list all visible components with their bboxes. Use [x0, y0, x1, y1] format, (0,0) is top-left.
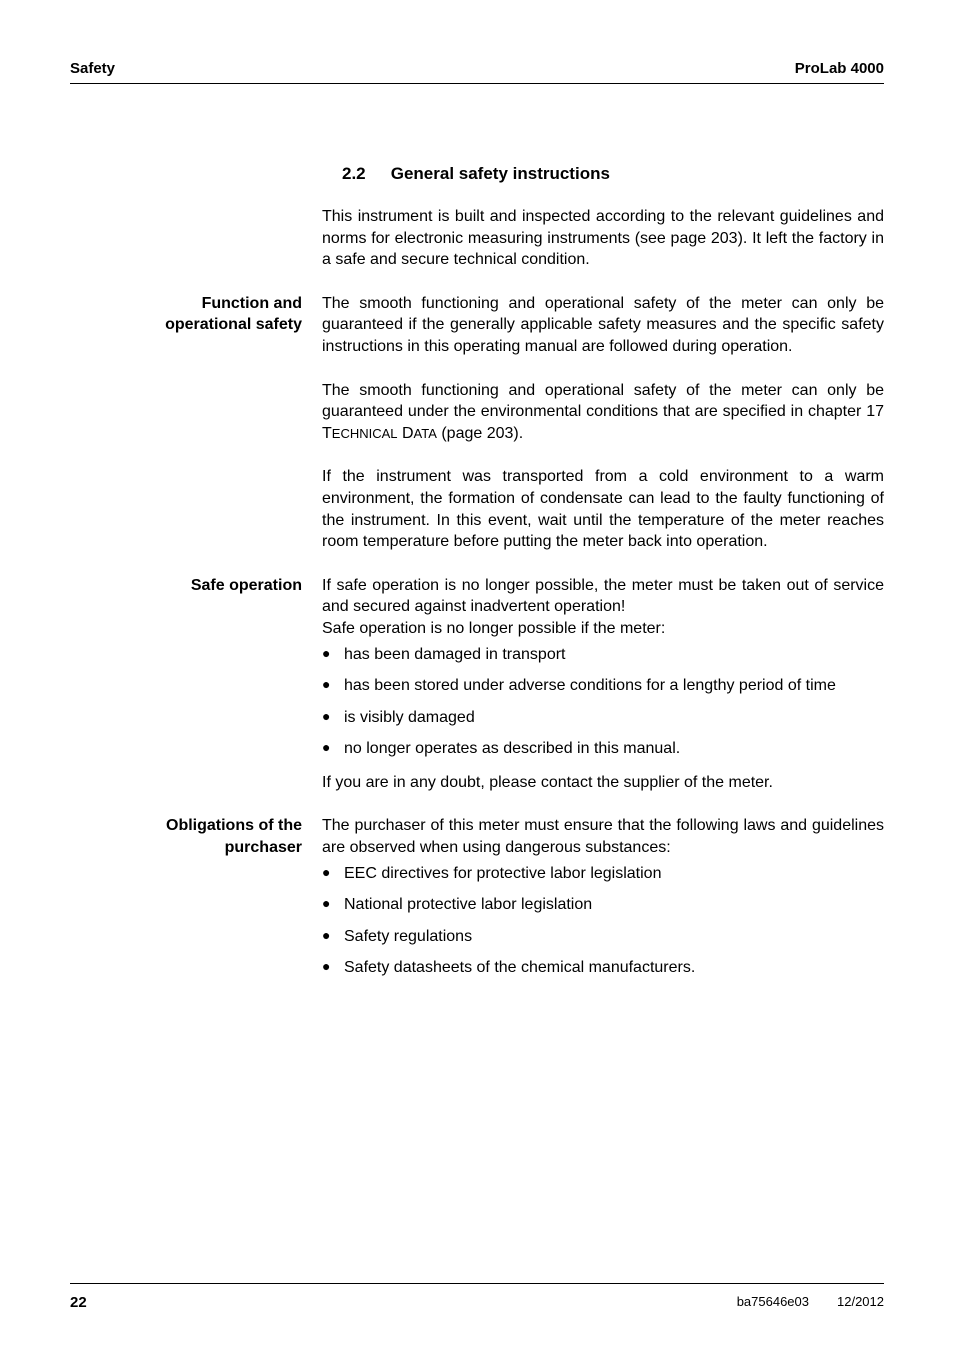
header-right: ProLab 4000 [795, 60, 884, 77]
fs-label-1: Function and [202, 295, 302, 312]
fs-p2-sc2: ATA [414, 426, 437, 441]
safe-op-p2: If you are in any doubt, please contact … [322, 772, 884, 794]
obligations-p1: The purchaser of this meter must ensure … [322, 815, 884, 858]
safe-op-label: Safe operation [70, 575, 322, 597]
list-item: National protective labor legislation [322, 894, 884, 916]
fs-p2-mid: D [398, 425, 414, 442]
footer-doc: ba75646e03 [737, 1294, 809, 1311]
fs-label-2: operational safety [165, 316, 302, 333]
function-safety-p3: If the instrument was transported from a… [322, 466, 884, 552]
safe-op-p1: If safe operation is no longer possible,… [322, 575, 884, 640]
list-item: no longer operates as described in this … [322, 738, 884, 760]
page-footer: 22 ba75646e03 12/2012 [70, 1283, 884, 1311]
footer-page: 22 [70, 1294, 87, 1311]
footer-right: ba75646e03 12/2012 [737, 1294, 884, 1311]
obligations-label: Obligations of the purchaser [70, 815, 322, 858]
function-safety-block: Function and operational safety The smoo… [70, 293, 884, 358]
section-title: General safety instructions [391, 164, 610, 183]
page-header: Safety ProLab 4000 [70, 60, 884, 84]
obligations-block: Obligations of the purchaser The purchas… [70, 815, 884, 989]
function-safety-label: Function and operational safety [70, 293, 322, 336]
function-safety-block2: The smooth functioning and operational s… [70, 380, 884, 445]
list-item: EEC directives for protective labor legi… [322, 863, 884, 885]
safe-op-body: If safe operation is no longer possible,… [322, 575, 884, 794]
obligations-body: The purchaser of this meter must ensure … [322, 815, 884, 989]
section-number: 2.2 [342, 164, 386, 184]
function-safety-p1: The smooth functioning and operational s… [322, 293, 884, 358]
ob-label-2: purchaser [225, 839, 302, 856]
function-safety-p2: The smooth functioning and operational s… [322, 380, 884, 445]
function-safety-block3: If the instrument was transported from a… [70, 466, 884, 552]
intro-body: This instrument is built and inspected a… [322, 206, 884, 271]
fs-p2-sc: ECHNICAL [332, 426, 398, 441]
list-item: Safety regulations [322, 926, 884, 948]
list-item: has been stored under adverse conditions… [322, 675, 884, 697]
obligations-bullets: EEC directives for protective labor legi… [322, 863, 884, 979]
section-heading: 2.2 General safety instructions [342, 164, 884, 184]
intro-block: This instrument is built and inspected a… [70, 206, 884, 271]
footer-date: 12/2012 [837, 1294, 884, 1311]
list-item: has been damaged in transport [322, 644, 884, 666]
safe-op-bullets: has been damaged in transport has been s… [322, 644, 884, 760]
list-item: Safety datasheets of the chemical manufa… [322, 957, 884, 979]
list-item: is visibly damaged [322, 707, 884, 729]
header-left: Safety [70, 60, 115, 77]
safe-op-block: Safe operation If safe operation is no l… [70, 575, 884, 794]
ob-label-1: Obligations of the [166, 817, 302, 834]
fs-p2-post: (page 203). [437, 425, 523, 442]
